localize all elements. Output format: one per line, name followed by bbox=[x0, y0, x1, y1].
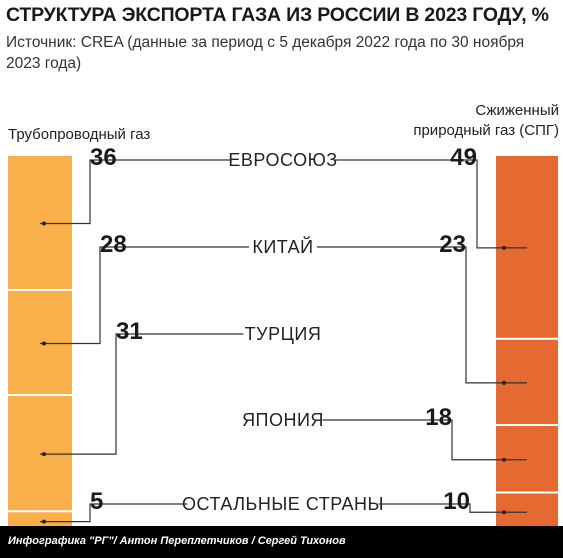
category-label-евросоюз: ЕВРОСОЮЗ bbox=[228, 150, 337, 170]
chart-title: СТРУКТУРА ЭКСПОРТА ГАЗА ИЗ РОССИИ В 2023… bbox=[6, 4, 549, 26]
pipeline-connector-1 bbox=[40, 246, 249, 345]
pipeline-bar-segment-1 bbox=[8, 291, 72, 394]
footer-credit: Инфографика "РГ"/ Антон Переплетчиков / … bbox=[8, 535, 346, 547]
pipeline-bar-segment-4 bbox=[8, 512, 72, 526]
lng-marker-3 bbox=[502, 457, 506, 462]
pipeline-value-label-4: 5 bbox=[90, 488, 103, 515]
pipeline-connector-0 bbox=[40, 159, 233, 225]
pipeline-value-label-2: 31 bbox=[116, 318, 143, 345]
lng-bar-segment-1 bbox=[496, 339, 558, 424]
pipeline-marker-0 bbox=[42, 221, 46, 226]
lng-value-label-0: 49 bbox=[450, 144, 477, 171]
lng-marker-0 bbox=[502, 245, 506, 250]
lng-value-label-1: 23 bbox=[439, 231, 466, 258]
pipeline-connector-4 bbox=[40, 503, 188, 523]
lng-value-label-4: 10 bbox=[443, 488, 470, 515]
pipeline-connector-2 bbox=[40, 333, 244, 455]
category-label-япония: ЯПОНИЯ bbox=[242, 410, 324, 430]
lng-connector-1 bbox=[317, 246, 527, 384]
footer-bar: Инфографика "РГ"/ Антон Переплетчиков / … bbox=[0, 526, 563, 558]
pipeline-bar-segment-0 bbox=[8, 156, 72, 289]
pipeline-value-label-1: 28 bbox=[100, 231, 127, 258]
lng-bar-segment-0 bbox=[496, 156, 558, 338]
pipeline-bar-segment-2 bbox=[8, 396, 72, 511]
lng-bar-segment-4 bbox=[496, 493, 558, 526]
pipeline-marker-4 bbox=[42, 519, 46, 524]
lng-connector-3 bbox=[322, 419, 527, 461]
pipeline-marker-2 bbox=[42, 452, 46, 457]
category-label-китай: КИТАЙ bbox=[252, 236, 313, 257]
lng-marker-4 bbox=[502, 510, 506, 515]
lng-bar-segment-3 bbox=[496, 426, 558, 492]
pipeline-marker-1 bbox=[42, 341, 46, 346]
lng-column-heading: Сжиженный природный газ (СПГ) bbox=[413, 101, 559, 141]
chart-source: Источник: CREA (данные за период с 5 дек… bbox=[6, 34, 525, 72]
pipeline-value-label-0: 36 bbox=[90, 144, 117, 171]
category-label-остальные-страны: ОСТАЛЬНЫЕ СТРАНЫ bbox=[182, 494, 384, 514]
lng-value-label-3: 18 bbox=[425, 404, 452, 431]
pipeline-column-heading: Трубопроводный газ bbox=[8, 126, 151, 143]
lng-marker-1 bbox=[502, 380, 506, 385]
lng-heading-line-1: Сжиженный bbox=[475, 102, 559, 119]
lng-heading-line-2: природный газ (СПГ) bbox=[413, 122, 559, 139]
category-label-турция: ТУРЦИЯ bbox=[245, 324, 322, 344]
lng-connector-4 bbox=[378, 503, 527, 513]
